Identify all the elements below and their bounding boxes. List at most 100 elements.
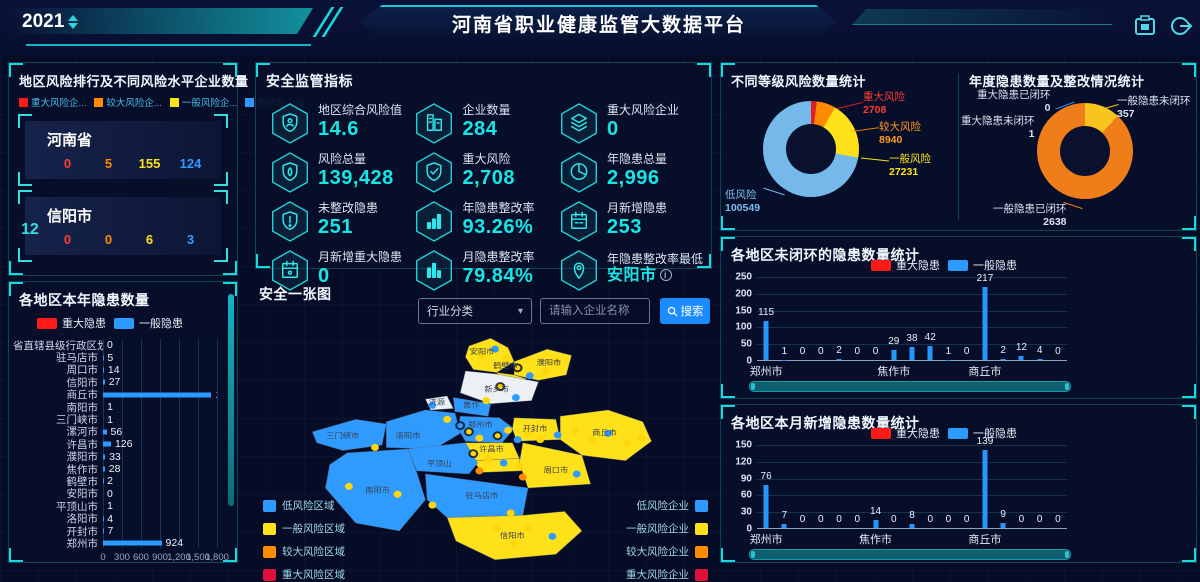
hbar[interactable] [103, 392, 211, 397]
bar-slot: 42 [921, 277, 939, 360]
bar[interactable] [982, 287, 987, 360]
legend-swatch [948, 428, 968, 439]
industry-filter-select[interactable]: 行业分类 ▾ [418, 298, 532, 324]
enterprise-marker[interactable] [371, 444, 379, 451]
enterprise-marker[interactable] [536, 436, 544, 443]
hbar-value-label: 1 [107, 414, 113, 426]
bar[interactable] [1001, 523, 1006, 528]
enterprise-marker[interactable] [475, 467, 483, 474]
enterprise-marker[interactable] [494, 432, 502, 439]
hbar[interactable] [103, 454, 105, 459]
metric-label: 未整改隐患 [318, 202, 378, 216]
enterprise-marker[interactable] [519, 474, 527, 481]
map-city-label: 驻马店市 [465, 491, 498, 500]
year-spinner[interactable] [68, 15, 78, 29]
map-region[interactable] [386, 410, 460, 449]
slider-handle[interactable] [1065, 551, 1069, 558]
bar[interactable] [909, 524, 914, 528]
enterprise-marker[interactable] [469, 450, 477, 457]
slider-handle[interactable] [751, 551, 755, 558]
bar[interactable] [891, 350, 896, 360]
hbar[interactable] [103, 442, 111, 447]
risk-level-donut-chart[interactable] [763, 101, 859, 197]
data-zoom-slider[interactable] [749, 549, 1071, 560]
bar[interactable] [1037, 359, 1042, 360]
bar[interactable] [873, 520, 878, 528]
enterprise-marker[interactable] [510, 541, 518, 548]
bar[interactable] [928, 346, 933, 360]
enterprise-marker[interactable] [512, 394, 520, 401]
hbar-area: 14 [103, 364, 217, 376]
logout-icon[interactable] [1168, 13, 1194, 39]
metric-label: 月新增隐患 [607, 202, 667, 216]
hbar[interactable] [103, 541, 162, 546]
fullscreen-icon[interactable] [1132, 13, 1158, 39]
bar[interactable] [764, 485, 769, 528]
enterprise-marker[interactable] [456, 422, 464, 429]
bar-value-label: 12 [1016, 342, 1027, 353]
slider-handle[interactable] [751, 383, 755, 390]
vertical-scrollbar[interactable] [228, 294, 234, 506]
bar[interactable] [1001, 359, 1006, 360]
legend-label: 重大风险企... [31, 95, 86, 109]
enterprise-marker[interactable] [465, 428, 473, 435]
enterprise-marker[interactable] [443, 416, 451, 423]
hbar[interactable] [103, 467, 105, 472]
enterprise-marker[interactable] [475, 435, 483, 442]
enterprise-marker[interactable] [482, 397, 490, 404]
enterprise-marker[interactable] [571, 427, 579, 434]
search-button[interactable]: 搜索 [660, 298, 710, 324]
hbar-area: 924 [103, 537, 217, 549]
bar[interactable] [782, 524, 787, 528]
spinner-down-icon[interactable] [68, 23, 78, 29]
hbar-value-label: 0 [107, 339, 113, 351]
hbar-area: 5 [103, 351, 217, 363]
enterprise-marker[interactable] [394, 491, 402, 498]
bar[interactable] [909, 347, 914, 360]
hbar[interactable] [103, 367, 104, 372]
enterprise-marker[interactable] [345, 483, 353, 490]
chart-legend: 重大隐患一般隐患 [861, 255, 1027, 275]
bar[interactable] [764, 321, 769, 360]
enterprise-marker[interactable] [484, 455, 492, 462]
enterprise-marker[interactable] [428, 502, 436, 509]
enterprise-marker[interactable] [588, 436, 596, 443]
spinner-up-icon[interactable] [68, 15, 78, 21]
hbar[interactable] [103, 380, 105, 385]
bar[interactable] [837, 359, 842, 360]
bar[interactable] [982, 450, 987, 528]
y-tick-label: 30 [741, 507, 752, 518]
metric-value: 284 [462, 118, 510, 141]
data-zoom-slider[interactable] [749, 381, 1071, 392]
year-selector[interactable]: 2021 [22, 11, 78, 33]
enterprise-marker[interactable] [507, 509, 515, 516]
enterprise-marker[interactable] [504, 427, 512, 434]
region-value: 0 [47, 232, 88, 247]
legend-label: 重大隐患 [62, 315, 106, 331]
enterprise-marker[interactable] [637, 435, 645, 442]
enterprise-marker[interactable] [526, 372, 534, 379]
hbar[interactable] [103, 429, 107, 434]
enterprise-marker[interactable] [623, 439, 631, 446]
enterprise-marker[interactable] [542, 367, 550, 374]
enterprise-marker[interactable] [514, 436, 522, 443]
slider-handle[interactable] [1065, 383, 1069, 390]
enterprise-marker[interactable] [524, 525, 532, 532]
enterprise-marker[interactable] [554, 431, 562, 438]
enterprise-marker[interactable] [500, 460, 508, 467]
enterprise-marker[interactable] [515, 463, 523, 470]
enterprise-marker[interactable] [573, 470, 581, 477]
bar[interactable] [1019, 356, 1024, 360]
map-city-label: 郑州市 [468, 420, 493, 429]
map-city-label: 许昌市 [479, 444, 504, 453]
enterprise-marker[interactable] [548, 533, 556, 540]
legend-label: 较大风险区域 [282, 544, 345, 559]
enterprise-search-input[interactable] [540, 298, 650, 324]
corner-bracket [18, 114, 32, 128]
